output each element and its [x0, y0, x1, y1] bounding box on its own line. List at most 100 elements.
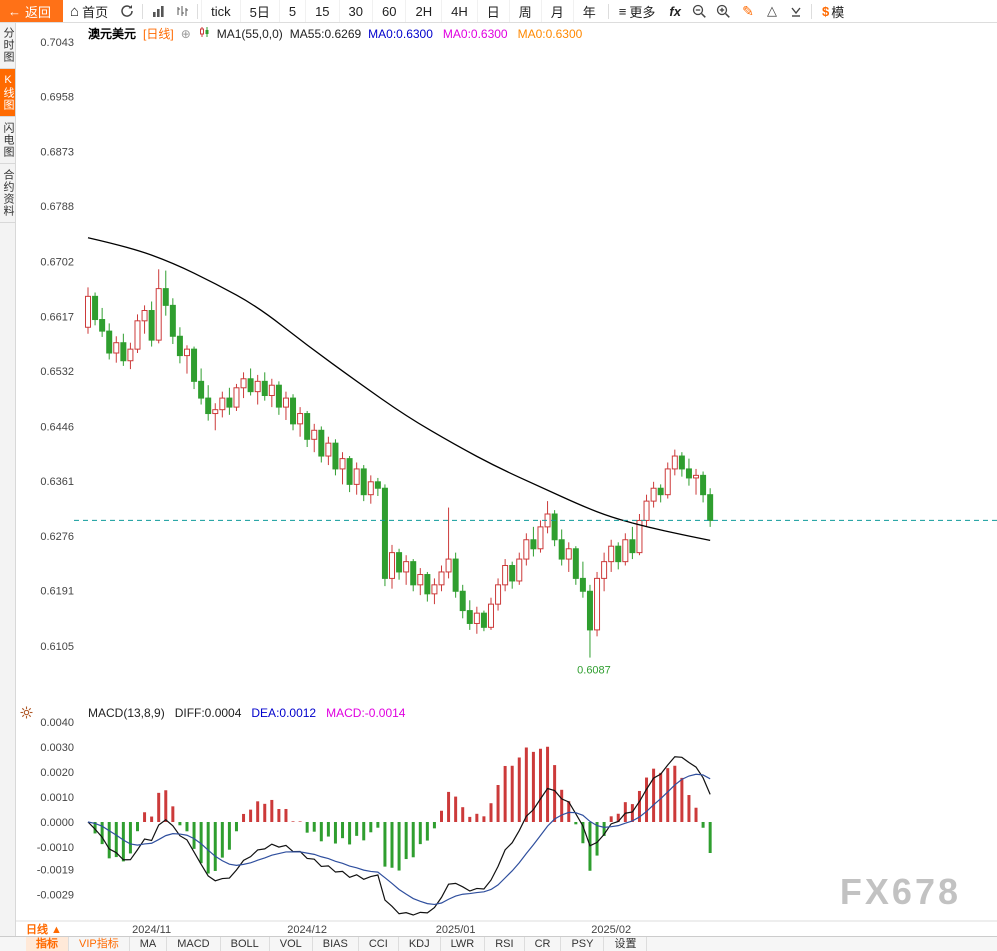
period-button-week[interactable]: 周 — [508, 0, 541, 22]
toolbar-separator — [197, 3, 199, 19]
svg-text:-0.0010: -0.0010 — [37, 842, 74, 854]
tab-psy[interactable]: PSY — [561, 937, 605, 951]
fx-icon: fx — [669, 3, 681, 19]
toolbar-periods: tick 5日 5 15 30 60 2H 4H 日周月年 — [201, 0, 605, 22]
expand-circle-icon[interactable]: ⊕ — [180, 26, 191, 41]
period-button-m5[interactable]: 5 — [278, 0, 305, 22]
simulate-trade-button[interactable]: $ 模 — [815, 0, 851, 22]
period-button-month[interactable]: 月 — [540, 0, 573, 22]
tab-vip-indicator[interactable]: VIP指标 — [69, 937, 130, 951]
sidebar-item-lightning[interactable]: 闪电图 — [0, 117, 15, 164]
sidebar-item-kline[interactable]: K线图 — [0, 69, 15, 117]
period-button-m60[interactable]: 60 — [372, 0, 405, 22]
tab-rsi[interactable]: RSI — [485, 937, 525, 951]
svg-text:0.0040: 0.0040 — [40, 717, 74, 729]
triangle-shape-icon[interactable]: △ — [766, 3, 777, 18]
period-button-tick[interactable]: tick — [201, 0, 240, 22]
tab-indicator[interactable]: 指标 — [26, 937, 69, 951]
price-macd-chart[interactable]: 0.7043 0.6958 0.6873 0.6788 0.6702 0.6617 0.65… — [16, 22, 997, 937]
draw-pencil-icon[interactable]: ✎ — [742, 2, 754, 19]
zoom-out-icon[interactable] — [688, 0, 712, 22]
ma55-value-label: MA55:0.6269 — [289, 26, 362, 41]
tab-vol[interactable]: VOL — [270, 937, 313, 951]
symbol-name: 澳元美元 — [88, 27, 137, 41]
home-label: 首页 — [82, 4, 109, 20]
toolbar-separator — [142, 3, 144, 19]
period-button-5d[interactable]: 5日 — [239, 0, 279, 22]
svg-text:0.0000: 0.0000 — [40, 817, 74, 829]
period-button-year[interactable]: 年 — [572, 0, 605, 22]
tab-settings[interactable]: 设置 — [604, 937, 648, 951]
tab-kdj[interactable]: KDJ — [399, 937, 441, 951]
svg-text:0.0020: 0.0020 — [40, 767, 74, 779]
tick-chart-icon[interactable] — [170, 0, 194, 22]
svg-text:0.6702: 0.6702 — [40, 257, 74, 269]
svg-text:2025/01: 2025/01 — [436, 924, 476, 936]
svg-text:0.6276: 0.6276 — [40, 531, 74, 543]
macd-bar-value: MACD:-0.0014 — [326, 706, 406, 720]
tab-bias[interactable]: BIAS — [313, 937, 359, 951]
ma-labels: MA0:0.6300 MA0:0.6300 MA0:0.6300 — [368, 27, 582, 41]
svg-text:0.6532: 0.6532 — [40, 366, 74, 378]
zoom-in-icon[interactable] — [712, 0, 736, 22]
sidebar-item-timeshare[interactable]: 分时图 — [0, 22, 15, 69]
period-button-4h[interactable]: 4H — [441, 0, 477, 22]
macd-param-label: MACD(13,8,9) — [88, 706, 165, 720]
angle-down-icon[interactable] — [784, 0, 808, 22]
svg-text:0.6105: 0.6105 — [40, 641, 74, 653]
ma-value-label-1: MA0:0.6300 — [442, 26, 508, 41]
tab-cr[interactable]: CR — [525, 937, 562, 951]
svg-text:0.6958: 0.6958 — [40, 92, 74, 104]
home-icon: ⌂ — [70, 2, 80, 20]
back-button[interactable]: ← 返回 — [0, 0, 64, 22]
macd-diff-value: DIFF:0.0004 — [174, 706, 242, 720]
tab-cci[interactable]: CCI — [359, 937, 399, 951]
macd-header: MACD(13,8,9) DIFF:0.0004 DEA:0.0012 MACD… — [88, 706, 405, 720]
back-label: 返回 — [25, 4, 52, 20]
back-arrow-icon: ← — [8, 3, 21, 19]
fx-button[interactable]: fx — [662, 0, 688, 22]
ma-value-label-0: MA0:0.6300 — [368, 26, 433, 41]
svg-text:0.6788: 0.6788 — [40, 201, 74, 213]
svg-text:-0.0019: -0.0019 — [37, 865, 74, 877]
period-button-2h[interactable]: 2H — [405, 0, 441, 22]
sidebar-item-contract-info[interactable]: 合约资料 — [0, 164, 15, 223]
period-tag: [日线] — [143, 27, 174, 41]
refresh-icon[interactable] — [115, 0, 139, 22]
more-button[interactable]: ≡ 更多 — [612, 0, 663, 22]
svg-text:0.6361: 0.6361 — [40, 476, 74, 488]
sidebar: 分时图 K线图 闪电图 合约资料 — [0, 22, 16, 937]
menu-icon: ≡ — [618, 3, 627, 19]
dollar-icon: $ — [821, 3, 830, 19]
kline-mini-icon[interactable] — [198, 26, 210, 41]
toolbar-separator — [607, 3, 609, 19]
bottom-tabs: 指标 VIP指标 MA MACD BOLL VOL BIAS CCI KDJ LWR RSI CR PS… — [0, 936, 997, 951]
watermark: FX678 — [839, 871, 961, 912]
tab-boll[interactable]: BOLL — [221, 937, 270, 951]
svg-text:0.6191: 0.6191 — [40, 586, 74, 598]
period-selector-label[interactable]: 日线 ▲ — [26, 924, 62, 936]
price-chart-header: 澳元美元 [日线] ⊕ MA1(55,0,0) MA55:0.6269 MA0:… — [88, 25, 582, 42]
ma-param-label: MA1(55,0,0) — [216, 26, 283, 41]
indicator-settings-icon[interactable] — [20, 706, 33, 724]
ma-value-label-2: MA0:0.6300 — [517, 26, 583, 41]
svg-text:0.0010: 0.0010 — [40, 792, 74, 804]
top-toolbar: ← 返回 ⌂ 首页 tick 5日 5 15 30 60 2H 4H 日周月年 ≡ 更多 fx — [0, 0, 997, 23]
macd-dea-value: DEA:0.0012 — [251, 706, 317, 720]
period-button-m15[interactable]: 15 — [305, 0, 338, 22]
bar-chart-icon[interactable] — [146, 0, 170, 22]
tab-macd[interactable]: MACD — [167, 937, 221, 951]
period-button-day[interactable]: 日 — [476, 0, 509, 22]
model-label: 模 — [831, 4, 845, 20]
home-button[interactable]: ⌂ 首页 — [63, 0, 115, 22]
tab-lwr[interactable]: LWR — [441, 937, 486, 951]
svg-text:0.6446: 0.6446 — [40, 421, 74, 433]
svg-text:0.6873: 0.6873 — [40, 146, 74, 158]
svg-text:2024/12: 2024/12 — [287, 924, 327, 936]
tab-ma[interactable]: MA — [130, 937, 168, 951]
more-label: 更多 — [629, 4, 656, 20]
svg-text:0.7043: 0.7043 — [40, 37, 74, 49]
period-button-m30[interactable]: 30 — [338, 0, 372, 22]
svg-text:0.6617: 0.6617 — [40, 311, 74, 323]
svg-text:0.6087: 0.6087 — [577, 665, 611, 677]
